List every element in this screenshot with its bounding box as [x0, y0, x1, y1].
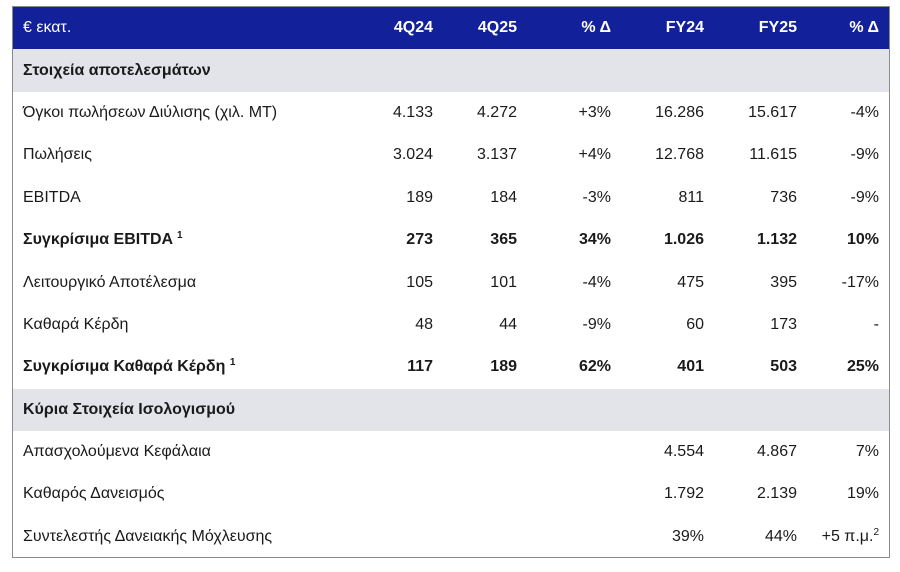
cell-4q24: 117	[407, 358, 433, 376]
footnote-marker: 2	[873, 526, 879, 538]
cell-4q25-empty	[443, 473, 527, 515]
row-label: Συγκρίσιμα Καθαρά Κέρδη 1	[23, 357, 236, 376]
cell-pct-quarter-empty	[527, 431, 621, 473]
cell-pct-year: -17%	[841, 273, 879, 291]
header-fy24: FY24	[665, 19, 704, 37]
cell-pct-quarter: 34%	[578, 231, 611, 249]
header-unit: € εκατ.	[23, 19, 72, 37]
cell-pct-quarter-empty	[527, 516, 621, 558]
cell-pct-year: +5 π.μ.2	[821, 526, 879, 545]
table-row: Απασχολούμενα Κεφάλαια 4.554 4.867 7%	[13, 431, 889, 473]
cell-pct-quarter: +3%	[578, 103, 611, 121]
row-label: Λειτουργικό Αποτέλεσμα	[23, 273, 197, 291]
section-header-balance-sheet: Κύρια Στοιχεία Ισολογισμού	[13, 388, 889, 431]
table-row: Συντελεστής Δανειακής Μόχλευσης 39% 44% …	[13, 516, 889, 558]
results-table: € εκατ. 4Q24 4Q25 % Δ FY24 FY25 % Δ Στοι…	[13, 7, 889, 558]
cell-4q25-empty	[443, 516, 527, 558]
cell-pct-quarter: +4%	[578, 146, 611, 164]
cell-fy24: 401	[677, 358, 704, 376]
cell-fy25: 1.132	[756, 231, 797, 249]
section-title: Στοιχεία αποτελεσμάτων	[13, 49, 889, 92]
cell-fy25: 173	[770, 315, 797, 333]
cell-4q24-empty	[363, 473, 443, 515]
cell-fy24: 811	[678, 188, 704, 206]
financial-results-table: € εκατ. 4Q24 4Q25 % Δ FY24 FY25 % Δ Στοι…	[12, 6, 890, 558]
cell-pct-quarter-empty	[527, 473, 621, 515]
cell-4q24: 189	[406, 188, 433, 206]
header-pct-year: % Δ	[849, 19, 879, 37]
cell-4q24: 273	[406, 231, 433, 249]
cell-fy25: 395	[770, 273, 797, 291]
cell-4q25: 365	[490, 231, 517, 249]
cell-fy24: 1.026	[663, 231, 704, 249]
header-4q24: 4Q24	[393, 19, 433, 37]
cell-fy24: 1.792	[663, 485, 704, 503]
cell-pct-quarter: -4%	[582, 273, 611, 291]
table-row: Συγκρίσιμα Καθαρά Κέρδη 1 117 189 62% 40…	[13, 346, 889, 388]
cell-4q24-empty	[363, 516, 443, 558]
cell-fy24: 12.768	[655, 146, 704, 164]
cell-pct-year: 10%	[846, 231, 879, 249]
footnote-marker: 1	[229, 357, 236, 369]
table-row: Συγκρίσιμα EBITDA 1 273 365 34% 1.026 1.…	[13, 219, 889, 261]
cell-fy25: 736	[770, 188, 797, 206]
cell-fy25: 15.617	[748, 103, 797, 121]
cell-pct-quarter: -3%	[582, 188, 611, 206]
cell-pct-year: -	[873, 315, 879, 333]
table-header-row: € εκατ. 4Q24 4Q25 % Δ FY24 FY25 % Δ	[13, 7, 889, 50]
header-pct-quarter: % Δ	[581, 19, 611, 37]
cell-4q24-empty	[363, 431, 443, 473]
cell-fy25: 4.867	[756, 443, 797, 461]
cell-pct-year: -9%	[850, 146, 879, 164]
cell-fy25: 503	[770, 358, 797, 376]
section-header-results: Στοιχεία αποτελεσμάτων	[13, 49, 889, 92]
cell-fy25: 11.615	[749, 146, 797, 164]
cell-4q25: 4.272	[476, 103, 517, 121]
table-row: Όγκοι πωλήσεων Διύλισης (χιλ. ΜΤ) 4.133 …	[13, 92, 889, 134]
row-label: Απασχολούμενα Κεφάλαια	[23, 443, 211, 461]
cell-4q24: 48	[415, 315, 433, 333]
cell-fy24: 16.286	[655, 103, 704, 121]
cell-fy25: 44%	[764, 527, 797, 545]
cell-4q25: 101	[490, 273, 517, 291]
cell-fy24: 60	[686, 315, 704, 333]
cell-4q24: 3.024	[392, 146, 433, 164]
cell-pct-quarter: 62%	[578, 358, 611, 376]
row-label: Καθαρός Δανεισμός	[23, 485, 165, 503]
cell-pct-quarter: -9%	[582, 315, 611, 333]
table-row: Καθαρά Κέρδη 48 44 -9% 60 173 -	[13, 304, 889, 346]
cell-4q25: 44	[499, 315, 517, 333]
row-label: Πωλήσεις	[23, 146, 92, 164]
cell-4q25: 184	[490, 188, 517, 206]
header-fy25: FY25	[758, 19, 797, 37]
row-label: Όγκοι πωλήσεων Διύλισης (χιλ. ΜΤ)	[23, 103, 278, 121]
cell-pct-year: 19%	[846, 485, 879, 503]
cell-4q25: 3.137	[476, 146, 517, 164]
table-row: Λειτουργικό Αποτέλεσμα 105 101 -4% 475 3…	[13, 261, 889, 303]
cell-pct-year: -4%	[850, 103, 879, 121]
cell-pct-year: 7%	[855, 443, 879, 461]
section-title: Κύρια Στοιχεία Ισολογισμού	[13, 388, 889, 431]
cell-4q24: 105	[406, 273, 433, 291]
table-row: EBITDA 189 184 -3% 811 736 -9%	[13, 177, 889, 219]
row-label: Συντελεστής Δανειακής Μόχλευσης	[23, 527, 273, 545]
row-label: Συγκρίσιμα EBITDA 1	[23, 230, 183, 249]
cell-fy24: 39%	[671, 527, 704, 545]
table-row: Καθαρός Δανεισμός 1.792 2.139 19%	[13, 473, 889, 515]
cell-pct-year: -9%	[850, 188, 879, 206]
cell-4q25-empty	[443, 431, 527, 473]
header-4q25: 4Q25	[477, 19, 517, 37]
cell-4q25: 189	[490, 358, 517, 376]
table-row: Πωλήσεις 3.024 3.137 +4% 12.768 11.615 -…	[13, 134, 889, 176]
cell-pct-year: 25%	[846, 358, 879, 376]
footnote-marker: 1	[176, 230, 183, 242]
row-label: EBITDA	[23, 188, 81, 206]
cell-4q24: 4.133	[392, 103, 433, 121]
cell-fy24: 4.554	[663, 443, 704, 461]
cell-fy25: 2.139	[756, 485, 797, 503]
row-label: Καθαρά Κέρδη	[23, 315, 129, 333]
cell-fy24: 475	[677, 273, 704, 291]
